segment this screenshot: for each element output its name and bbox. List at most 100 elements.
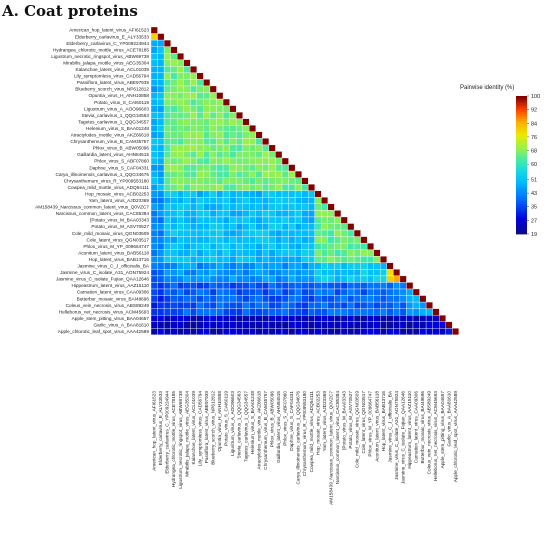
heatmap-cell: [229, 269, 237, 277]
row-label: Helenium_virus_S_BAA01248: [86, 126, 149, 131]
heatmap-cell: [190, 118, 198, 126]
heatmap-cell: [150, 138, 158, 146]
heatmap-cell: [177, 53, 184, 60]
legend-color-step: [516, 123, 527, 127]
heatmap-cell: [235, 190, 243, 198]
heatmap-cell: [301, 301, 309, 309]
heatmap-cell: [203, 275, 211, 283]
heatmap-cell: [425, 321, 433, 329]
heatmap-cell: [235, 301, 243, 309]
heatmap-cell: [308, 249, 315, 257]
heatmap-cell: [262, 197, 270, 205]
heatmap-cell: [163, 177, 171, 185]
heatmap-cell: [301, 262, 309, 270]
heatmap-cell: [157, 295, 165, 303]
heatmap-cell: [340, 262, 348, 270]
heatmap-cell: [281, 203, 289, 211]
heatmap-cell: [150, 275, 158, 283]
heatmap-cell: [373, 308, 381, 316]
heatmap-cell: [321, 301, 329, 309]
heatmap-cell: [281, 229, 289, 237]
heatmap-cell: [163, 118, 171, 126]
heatmap-cell: [255, 223, 263, 231]
heatmap-cell: [242, 144, 250, 152]
column-label: Stevia_carlavirus_1_QQG34563: [237, 391, 242, 459]
column-label: American_hop_latent_virus_AFI61523: [152, 391, 157, 471]
heatmap-cell: [255, 177, 263, 185]
heatmap-cell: [249, 197, 256, 205]
heatmap-cell: [183, 125, 191, 132]
heatmap-cell: [209, 229, 217, 237]
heatmap-cell: [288, 184, 296, 191]
heatmap-cell: [268, 190, 276, 198]
heatmap-cell: [216, 125, 224, 132]
heatmap-cell: [216, 111, 224, 119]
heatmap-cell: [308, 236, 315, 244]
heatmap-cell: [314, 275, 322, 283]
heatmap-cell: [294, 190, 302, 198]
heatmap-cell: [301, 203, 309, 211]
column-label: Phlox_virus_M_YP_009664747: [368, 391, 373, 457]
heatmap-cell: [203, 282, 211, 290]
heatmap-cell: [235, 131, 243, 139]
heatmap-cell: [222, 190, 230, 198]
heatmap-cell: [294, 321, 302, 329]
heatmap-cell: [203, 125, 211, 132]
heatmap-cell: [255, 295, 263, 303]
row-label: Garlic_virus_A_BAA81610: [94, 322, 150, 327]
heatmap-cell: [163, 249, 171, 257]
heatmap-cell: [275, 164, 283, 172]
heatmap-cell: [386, 269, 394, 277]
row-label: American_hop_latent_virus_AFI61523: [69, 28, 149, 33]
heatmap-cell: [216, 328, 224, 336]
heatmap-cell: [314, 236, 322, 244]
heatmap-cell: [432, 328, 440, 336]
heatmap-cell: [209, 105, 217, 113]
heatmap-cell: [281, 321, 289, 329]
heatmap-cell: [242, 151, 250, 159]
heatmap-cell: [163, 210, 171, 218]
heatmap-cell: [203, 151, 211, 159]
heatmap-cell: [380, 256, 387, 263]
row-label: AM158439_Narcissus_common_latent_virus_Q…: [35, 205, 149, 210]
heatmap-cell: [163, 131, 171, 139]
heatmap-cell: [301, 190, 309, 198]
heatmap-cell: [157, 118, 165, 126]
heatmap-cell: [334, 315, 342, 322]
heatmap-cell: [268, 216, 276, 224]
heatmap-cell: [255, 282, 263, 290]
heatmap-cell: [196, 229, 204, 237]
heatmap-cell: [163, 72, 171, 80]
row-label: Phlox_virus_M_YP_009664747: [83, 244, 149, 249]
heatmap-cell: [340, 288, 348, 296]
heatmap-cell: [150, 242, 158, 250]
heatmap-cell: [163, 151, 171, 159]
heatmap-cell: [327, 295, 335, 303]
heatmap-cell: [216, 157, 224, 165]
row-label: Aconitum_latent_virus_BAB56118: [78, 250, 149, 255]
row-label: Stevia_carlavirus_1_QQG34563: [82, 113, 150, 118]
heatmap-cell: [157, 223, 165, 231]
legend-color-step: [516, 229, 527, 233]
heatmap-cell: [301, 229, 309, 237]
heatmap-cell: [235, 118, 243, 126]
heatmap-cell: [196, 79, 204, 87]
heatmap-cell: [314, 223, 322, 231]
heatmap-cell: [203, 229, 211, 237]
heatmap-cell: [249, 164, 256, 172]
heatmap-cell: [327, 269, 335, 277]
row-label: Mirabilis_jalapa_mottle_virus_AEG35304: [63, 60, 149, 65]
heatmap-cell: [157, 151, 165, 159]
heatmap-cell: [294, 308, 302, 316]
heatmap-cell: [177, 66, 184, 74]
heatmap-cell: [353, 262, 361, 270]
heatmap-cell: [288, 282, 296, 290]
legend-color-step: [516, 217, 527, 221]
heatmap-cell: [157, 164, 165, 172]
heatmap-cell: [222, 236, 230, 244]
heatmap-cell: [163, 223, 171, 231]
heatmap-cell: [170, 236, 178, 244]
legend-color-step: [516, 107, 527, 111]
heatmap-cell: [177, 256, 184, 263]
heatmap-cell: [321, 275, 329, 283]
